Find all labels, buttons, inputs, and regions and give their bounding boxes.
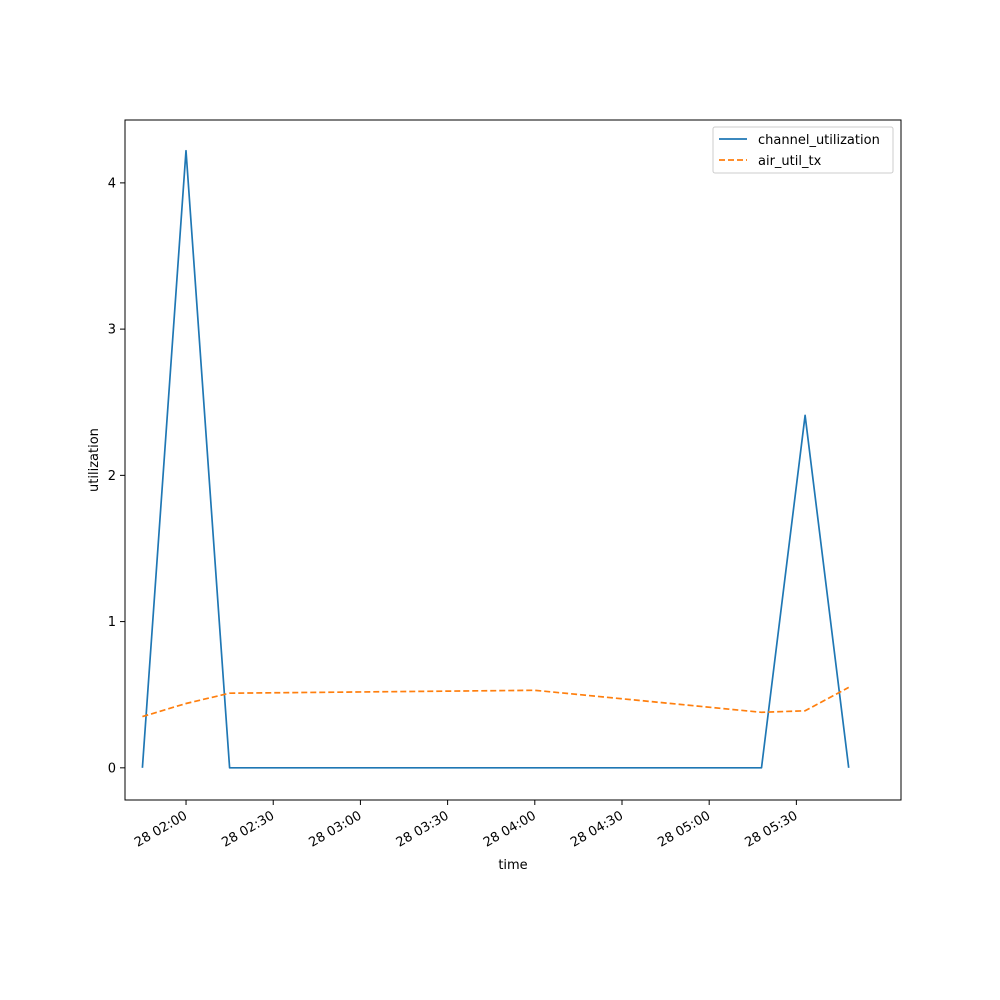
x-tick-label: 28 03:30 [394, 808, 452, 850]
y-tick-label: 2 [108, 469, 116, 484]
legend-box [712, 126, 894, 174]
y-tick-label: 0 [108, 761, 116, 776]
y-axis-label: utilization [87, 428, 102, 492]
x-tick-label: 28 02:30 [219, 808, 277, 850]
x-tick-label: 28 02:00 [132, 808, 190, 850]
y-tick-label: 3 [108, 323, 116, 338]
x-tick-label: 28 03:00 [307, 808, 365, 850]
y-tick-label: 4 [108, 176, 116, 191]
legend: channel_utilization air_util_tx [712, 126, 894, 174]
series-layer [141, 149, 850, 769]
plot-area [125, 120, 901, 800]
x-tick-label: 28 05:30 [743, 808, 801, 850]
y-tick-label: 1 [108, 615, 116, 630]
plot-frame [124, 119, 902, 801]
legend-entry-channel-utilization: channel_utilization [758, 133, 880, 148]
x-axis-ticks: 28 02:00 28 02:30 28 03:00 28 03:30 28 04:00… [132, 800, 800, 851]
x-tick-label: 28 04:00 [481, 808, 539, 850]
x-axis-label: time [498, 858, 527, 873]
x-tick-label: 28 04:30 [568, 808, 626, 850]
series-line-air-util-tx [142, 686, 850, 718]
y-axis-ticks: 0 1 2 3 4 [108, 176, 125, 776]
legend-entry-air-util-tx: air_util_tx [758, 154, 822, 169]
x-tick-label: 28 05:00 [655, 808, 713, 850]
series-line-channel-utilization [141, 149, 850, 769]
